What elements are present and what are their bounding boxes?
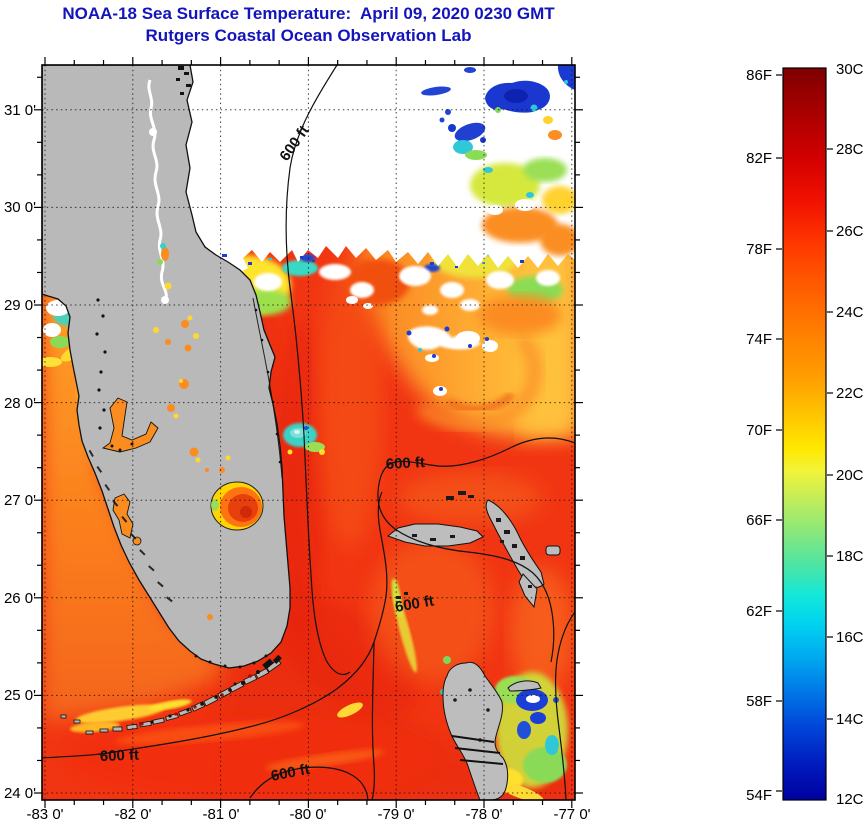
st-johns-river	[147, 79, 172, 304]
celsius-label: 26C	[836, 223, 864, 240]
celsius-label: 22C	[836, 385, 864, 402]
bahamas-islands	[386, 499, 561, 800]
colorbar-ticks	[776, 74, 833, 792]
celsius-label: 18C	[836, 548, 864, 565]
x-tick-label: -81 0'	[202, 806, 239, 823]
page-title: NOAA-18 Sea Surface Temperature: April 0…	[62, 4, 555, 23]
fahrenheit-label: 78F	[746, 241, 772, 258]
contour-label: 600 ft	[100, 747, 140, 765]
celsius-label: 12C	[836, 791, 864, 808]
andros-bights	[451, 735, 504, 765]
contour-label: 600 ft	[394, 592, 436, 616]
sw-barrier-islands	[88, 449, 173, 603]
x-tick-label: -77 0'	[553, 806, 590, 823]
y-tick-label: 25 0'	[4, 687, 36, 704]
fahrenheit-label: 62F	[746, 603, 772, 620]
fahrenheit-label: 70F	[746, 422, 772, 439]
eddy-swirl	[415, 332, 542, 431]
colorbar-celsius-labels: 30C 28C 26C 24C 22C 20C 18C 16C 14C 12C	[836, 61, 864, 808]
axis-ticks	[34, 57, 583, 808]
fahrenheit-label: 66F	[746, 512, 772, 529]
contour-label: 600 ft	[385, 454, 425, 473]
x-axis: -83 0' -82 0' -81 0' -80 0' -79 0' -78 0…	[26, 806, 590, 823]
celsius-label: 24C	[836, 304, 864, 321]
colorbar-fahrenheit-labels: 86F 82F 78F 74F 70F 66F 62F 58F 54F	[746, 67, 772, 804]
y-tick-label: 31 0'	[4, 102, 36, 119]
cloud-mask	[186, 65, 575, 315]
celsius-label: 20C	[836, 467, 864, 484]
celsius-label: 16C	[836, 629, 864, 646]
lake-okeechobee	[210, 481, 264, 531]
fahrenheit-label: 86F	[746, 67, 772, 84]
depth-contours	[42, 65, 575, 800]
keys-speckles	[150, 654, 282, 724]
grand-bahama-island	[386, 523, 484, 547]
title-block: NOAA-18 Sea Surface Temperature: April 0…	[42, 3, 575, 47]
y-tick-label: 30 0'	[4, 199, 36, 216]
bahamas-speckles	[396, 491, 532, 742]
fahrenheit-label: 82F	[746, 150, 772, 167]
celsius-label: 14C	[836, 711, 864, 728]
celsius-label: 30C	[836, 61, 864, 78]
fahrenheit-label: 74F	[746, 331, 772, 348]
coast-speckles	[95, 66, 282, 669]
colorbar-gradient	[782, 67, 827, 801]
charlotte-harbor	[112, 493, 134, 539]
y-tick-label: 28 0'	[4, 395, 36, 412]
page-subtitle: Rutgers Coastal Ocean Observation Lab	[145, 25, 472, 45]
fahrenheit-label: 58F	[746, 693, 772, 710]
y-tick-label: 24 0'	[4, 785, 36, 802]
tampa-bay	[101, 397, 159, 453]
x-tick-label: -79 0'	[377, 806, 414, 823]
land-masses	[42, 65, 561, 800]
ocean-cloud-patches	[346, 296, 498, 396]
y-tick-label: 29 0'	[4, 297, 36, 314]
x-tick-label: -82 0'	[114, 806, 151, 823]
y-tick-label: 27 0'	[4, 492, 36, 509]
x-tick-label: -80 0'	[289, 806, 326, 823]
colorbar: 86F 82F 78F 74F 70F 66F 62F 58F 54F 30C …	[746, 61, 864, 808]
andros-island	[442, 661, 509, 800]
celsius-label: 28C	[836, 141, 864, 158]
inland-lakes	[153, 315, 231, 620]
berry-islands	[507, 680, 542, 692]
x-tick-label: -83 0'	[26, 806, 63, 823]
y-tick-label: 26 0'	[4, 590, 36, 607]
x-tick-label: -78 0'	[465, 806, 502, 823]
grid-lines	[42, 65, 575, 800]
fahrenheit-label: 54F	[746, 787, 772, 804]
cloud-edge-specks	[222, 254, 524, 268]
y-axis: 31 0' 30 0' 29 0' 28 0' 27 0' 26 0' 25 0…	[4, 102, 36, 802]
